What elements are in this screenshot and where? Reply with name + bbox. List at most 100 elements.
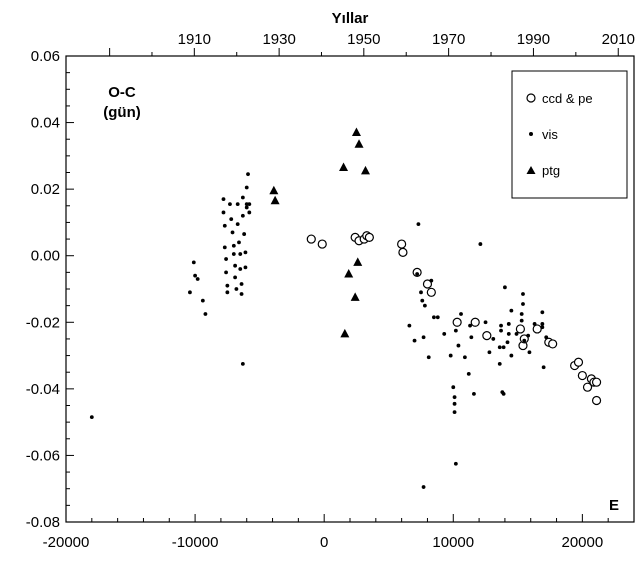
x-tick-label: 10000 — [432, 534, 474, 551]
ptg-point — [340, 328, 350, 338]
legend-label-ptg: ptg — [542, 163, 560, 178]
x-tick-label: 20000 — [562, 534, 604, 551]
ccd-pe-point — [317, 239, 327, 249]
vis-point — [240, 213, 245, 218]
x-tick-label: -20000 — [43, 534, 90, 551]
vis-point — [233, 263, 238, 268]
vis-point — [501, 391, 506, 396]
vis-point — [452, 395, 457, 400]
legend-marker-ptg — [526, 166, 536, 174]
axis-ticks: -20000 -10000 0 10000 20000 0.06 0.04 0.02 0.00 -… — [26, 31, 635, 551]
legend-marker-vis — [529, 132, 533, 136]
vis-point — [195, 277, 200, 281]
top-tick-label: 1930 — [262, 31, 295, 48]
vis-point — [435, 315, 440, 320]
ccd-pe-point — [306, 234, 316, 244]
ccd-pe-point — [422, 279, 433, 289]
vis-point — [235, 202, 240, 207]
vis-point — [240, 361, 245, 366]
vis-point — [244, 205, 249, 210]
vis-point — [522, 338, 527, 343]
vis-point — [420, 298, 425, 303]
ptg-point — [353, 257, 363, 266]
data-points — [89, 127, 602, 489]
vis-point — [242, 232, 247, 236]
ptg-point — [270, 195, 280, 205]
ccd-pe-point — [397, 239, 407, 249]
vis-point — [521, 292, 525, 296]
vis-point — [503, 285, 507, 290]
y-tick-label: -0.02 — [26, 314, 60, 331]
vis-point — [200, 298, 205, 303]
vis-point — [472, 391, 476, 396]
ccd-pe-point — [426, 287, 436, 297]
vis-point — [521, 302, 525, 306]
y-tick-label: -0.06 — [26, 447, 60, 464]
y-tick-label: -0.04 — [26, 381, 60, 398]
vis-point — [224, 257, 228, 261]
vis-point — [506, 332, 511, 336]
vis-point — [421, 335, 426, 340]
vis-point — [501, 345, 506, 350]
vis-point — [239, 282, 244, 286]
legend-label-vis: vis — [542, 127, 558, 142]
vis-point — [222, 245, 227, 250]
vis-point — [243, 265, 248, 270]
y-axis-label-line1: O-C — [108, 84, 136, 101]
vis-point — [429, 278, 434, 283]
vis-point — [459, 312, 463, 316]
top-tick-label: 2010 — [602, 31, 635, 48]
vis-point — [497, 361, 502, 366]
vis-point — [221, 210, 226, 215]
vis-point — [519, 318, 524, 323]
y-axis-label-line2: (gün) — [103, 104, 140, 121]
vis-point — [230, 230, 235, 235]
vis-point — [540, 310, 545, 315]
ccd-pe-point — [573, 357, 584, 367]
x-axis-label: E — [609, 497, 619, 514]
vis-point — [239, 292, 244, 296]
vis-point — [415, 272, 420, 276]
vis-point — [540, 322, 545, 326]
ccd-pe-point — [515, 324, 526, 334]
vis-point — [407, 323, 412, 328]
vis-point — [235, 222, 240, 226]
ccd-pe-point — [591, 395, 602, 406]
top-tick-label: 1950 — [347, 31, 380, 48]
vis-point — [243, 250, 248, 255]
vis-point — [483, 320, 488, 325]
ccd-pe-point — [398, 247, 408, 257]
vis-point — [432, 315, 436, 320]
legend: ccd & pe vis ptg — [511, 70, 628, 199]
top-tick-label: 1990 — [517, 31, 550, 48]
vis-point — [421, 485, 426, 489]
y-tick-label: 0.02 — [31, 181, 60, 198]
vis-point — [89, 415, 94, 420]
y-tick-label: 0.06 — [31, 48, 60, 65]
vis-point — [448, 353, 453, 358]
vis-point — [247, 202, 252, 207]
vis-point — [505, 340, 510, 345]
vis-point — [499, 323, 503, 328]
vis-point — [416, 222, 421, 226]
vis-point — [451, 385, 456, 390]
vis-point — [229, 217, 234, 222]
legend-label-ccd-pe: ccd & pe — [542, 91, 593, 106]
top-tick-label: 1910 — [178, 31, 211, 48]
vis-point — [233, 275, 238, 280]
ccd-pe-point — [532, 324, 542, 334]
vis-point — [453, 328, 458, 333]
top-axis-label: Yıllar — [332, 10, 369, 27]
vis-point — [468, 323, 472, 328]
vis-point — [499, 328, 503, 333]
vis-point — [442, 332, 447, 336]
vis-point — [519, 312, 524, 316]
vis-point — [225, 283, 230, 288]
vis-point — [240, 195, 245, 200]
vis-point — [222, 223, 227, 228]
vis-point — [506, 322, 511, 326]
vis-point — [419, 290, 423, 295]
vis-point — [509, 353, 514, 358]
vis-point — [509, 308, 514, 313]
x-tick-label: 0 — [320, 534, 328, 551]
